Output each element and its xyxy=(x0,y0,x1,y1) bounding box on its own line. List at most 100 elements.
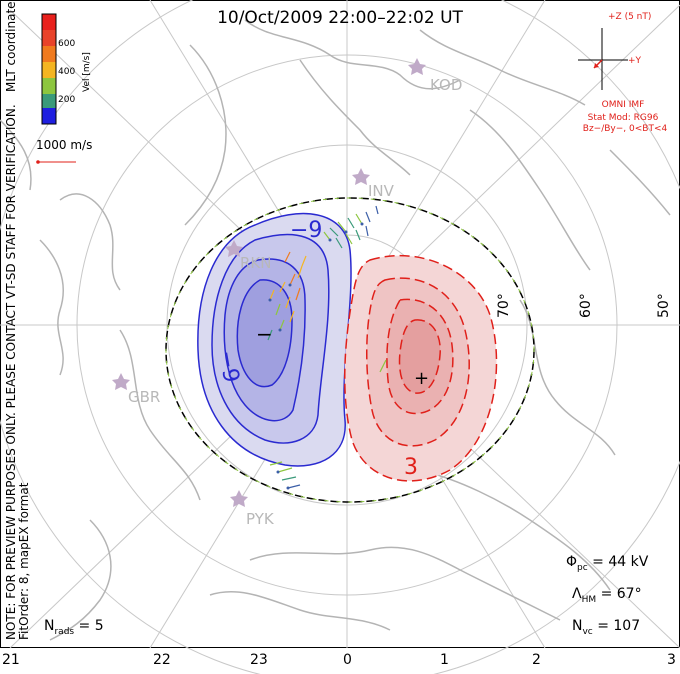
mlt-tick-0: 0 xyxy=(343,652,352,668)
coastline xyxy=(519,299,616,456)
stat-phi-value: = 44 kV xyxy=(587,554,649,570)
lat-label-60: 60° xyxy=(578,293,594,318)
contour-label-neg-center: − xyxy=(256,322,273,346)
contour-label-pos: 3 xyxy=(404,455,418,480)
station-label-inv: INV xyxy=(368,182,394,200)
contour-label-neg-inner: −9 xyxy=(213,348,244,385)
coastline xyxy=(184,44,227,226)
vector-origin xyxy=(278,328,282,332)
mlt-tick-21: 21 xyxy=(2,652,20,668)
velocity-vector xyxy=(345,233,353,245)
velocity-vector xyxy=(267,329,273,341)
colorbar-segment xyxy=(42,78,56,94)
coastline xyxy=(209,591,391,631)
stat-nvc-value: = 107 xyxy=(592,618,641,634)
velocity-vector xyxy=(289,273,296,286)
stat-nvc-sub: vc xyxy=(582,626,593,637)
velocity-vector xyxy=(323,231,331,241)
colorbar-segment xyxy=(42,46,56,62)
imf-z-label: +Z (5 nT) xyxy=(608,12,652,22)
velocity-vector xyxy=(365,211,371,223)
velocity-vector xyxy=(365,225,369,237)
station-marker-rkn xyxy=(225,240,243,257)
mlt-tick-3: 3 xyxy=(667,652,676,668)
stat-nvc: Nvc = 107 xyxy=(572,618,640,637)
colorbar-segment xyxy=(42,30,56,46)
colorbar-segment xyxy=(42,94,56,108)
velocity-vector xyxy=(275,303,281,316)
station-markers xyxy=(112,58,426,507)
vector-origin xyxy=(276,470,280,474)
station-label-pyk: PYK xyxy=(246,510,274,528)
imf-condition: Bz−/By−, 0<BT<4 xyxy=(582,124,668,134)
coastline xyxy=(299,59,411,176)
velocity-vector xyxy=(335,237,343,249)
mlt-tick-23: 23 xyxy=(250,652,268,668)
stat-nrads-symbol: N xyxy=(44,618,55,634)
mlt-tick-2: 2 xyxy=(532,652,541,668)
colorbar-tick-400: 400 xyxy=(58,67,76,77)
colorbar xyxy=(41,13,57,125)
side-note-line2: FitOrder: 8, mapEX format xyxy=(17,482,31,640)
coastline xyxy=(59,193,121,291)
velocity-vector xyxy=(289,310,295,323)
coastline xyxy=(39,239,64,376)
stat-nrads-value: = 5 xyxy=(74,618,104,634)
velocity-vector xyxy=(355,229,361,241)
imf-model: Stat Mod: RG96 xyxy=(587,113,659,123)
velocity-vector xyxy=(337,221,347,233)
vector-origin xyxy=(328,238,332,242)
stat-nrads: Nrads = 5 xyxy=(44,618,104,637)
colorbar-label: Vel [m/s] xyxy=(82,52,92,92)
velocity-vector xyxy=(375,205,379,215)
contour-label-pos-center: + xyxy=(414,368,430,389)
stat-phi-sub: pc xyxy=(577,562,588,573)
coastline xyxy=(609,149,671,216)
coastline xyxy=(49,519,112,641)
vector-origin xyxy=(288,283,292,287)
lat-label-70: 70° xyxy=(496,293,512,318)
station-label-gbr: GBR xyxy=(128,388,161,406)
velocity-vector xyxy=(287,484,301,489)
vector-origin xyxy=(286,486,290,490)
stat-phi-symbol: Φ xyxy=(566,554,578,570)
velocity-vector xyxy=(379,359,387,373)
station-marker-inv xyxy=(352,168,370,185)
coastlines xyxy=(0,19,671,641)
station-marker-kod xyxy=(408,58,426,75)
coastline xyxy=(249,546,561,621)
stat-lambda-value: = 67° xyxy=(596,586,642,602)
scale-vector-origin xyxy=(36,160,40,164)
vector-cluster-north xyxy=(323,205,379,249)
lat-label-50: 50° xyxy=(656,293,672,318)
velocity-vector xyxy=(284,251,291,263)
stat-lambda-sub: HM xyxy=(581,594,597,605)
station-label-kod: KOD xyxy=(430,76,463,94)
stat-lambda-hm: ΛHM = 67° xyxy=(572,586,642,605)
colorbar-segment xyxy=(42,62,56,78)
coastline xyxy=(419,469,611,591)
velocity-vector xyxy=(281,476,297,481)
stat-nvc-symbol: N xyxy=(572,618,583,634)
velocity-vector xyxy=(279,281,286,293)
colorbar-segment xyxy=(42,108,56,124)
vector-cluster-south xyxy=(269,359,387,489)
velocity-vector xyxy=(269,289,275,301)
imf-source: OMNI IMF xyxy=(601,100,645,110)
stat-phi-pc: Φpc = 44 kV xyxy=(566,554,648,573)
velocity-vector xyxy=(279,319,285,331)
contour-pos-4 xyxy=(398,319,441,394)
negative-cell xyxy=(197,212,352,467)
velocity-vector xyxy=(295,287,301,301)
velocity-vector xyxy=(347,217,355,229)
positive-cell xyxy=(344,255,498,482)
colorbar-tick-200: 200 xyxy=(58,95,76,105)
hm-boundary-vectors xyxy=(165,197,535,503)
vector-origins xyxy=(268,222,364,490)
velocity-vector xyxy=(269,461,283,466)
stat-lambda-symbol: Λ xyxy=(572,586,582,602)
imf-vector-arrowhead xyxy=(594,63,599,68)
coastline xyxy=(244,19,461,90)
side-note-line1: NOTE: FOR PREVIEW PURPOSES ONLY. PLEASE … xyxy=(4,104,18,640)
